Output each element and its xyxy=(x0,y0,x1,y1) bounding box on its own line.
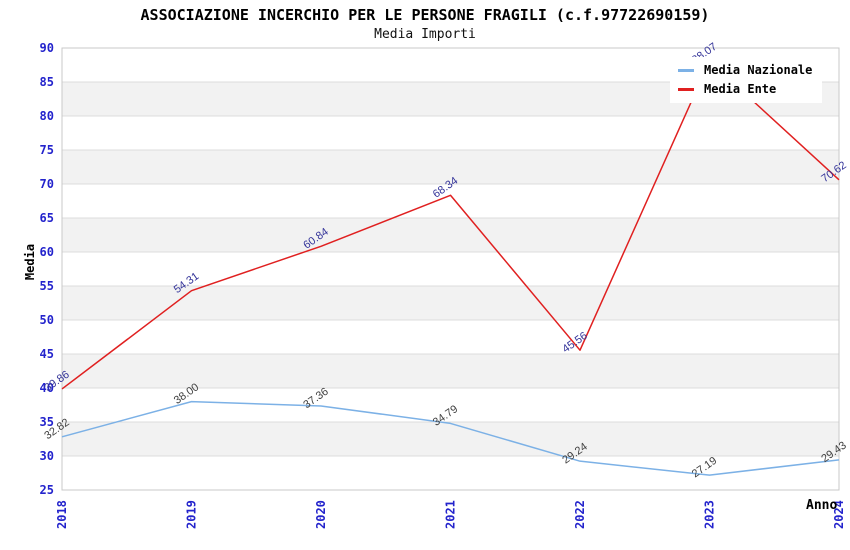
y-tick-label: 65 xyxy=(40,211,54,225)
y-tick-label: 55 xyxy=(40,279,54,293)
plot-band xyxy=(62,354,839,388)
series-line-media-nazionale xyxy=(61,400,840,476)
plot-band xyxy=(62,116,839,150)
y-tick-label: 90 xyxy=(40,41,54,55)
y-tick-label: 60 xyxy=(40,245,54,259)
x-tick-label: 2018 xyxy=(55,500,69,529)
chart-title: ASSOCIAZIONE INCERCHIO PER LE PERSONE FR… xyxy=(140,6,710,24)
plot-band xyxy=(62,320,839,354)
y-tick-label: 85 xyxy=(40,75,54,89)
y-tick-label: 50 xyxy=(40,313,54,327)
legend-label: Media Ente xyxy=(704,82,777,96)
x-tick-label: 2024 xyxy=(832,500,846,529)
chart-subtitle: Media Importi xyxy=(374,27,476,42)
plot-band xyxy=(62,388,839,422)
legend-swatch-icon xyxy=(678,68,694,72)
y-tick-label: 30 xyxy=(40,449,54,463)
legend-label: Media Nazionale xyxy=(704,63,813,77)
y-tick-label: 70 xyxy=(40,177,54,191)
legend-item: Media Nazionale xyxy=(678,63,812,77)
x-tick-label: 2019 xyxy=(185,500,199,529)
plot-band xyxy=(62,184,839,218)
x-tick-label: 2023 xyxy=(703,500,717,529)
x-axis-title: Anno xyxy=(806,498,838,513)
y-axis-title: Media xyxy=(23,243,37,281)
x-tick-label: 2022 xyxy=(573,500,587,529)
plot-border xyxy=(61,47,840,491)
y-tick-label: 80 xyxy=(40,109,54,123)
plot-band xyxy=(62,456,839,490)
legend-item: Media Ente xyxy=(678,82,812,96)
y-tick-label: 40 xyxy=(40,381,54,395)
plot-band xyxy=(62,422,839,456)
plot-band xyxy=(62,218,839,252)
plot-band xyxy=(62,286,839,320)
y-tick-label: 75 xyxy=(40,143,54,157)
y-tick-label: 25 xyxy=(40,483,54,497)
x-tick-label: 2020 xyxy=(314,500,328,529)
legend-swatch-icon xyxy=(678,87,694,91)
y-tick-label: 35 xyxy=(40,415,54,429)
plot-band xyxy=(62,150,839,184)
x-tick-label: 2021 xyxy=(444,500,458,529)
plot-band xyxy=(62,252,839,286)
y-tick-label: 45 xyxy=(40,347,54,361)
legend: Media Nazionale Media Ente xyxy=(670,57,823,103)
